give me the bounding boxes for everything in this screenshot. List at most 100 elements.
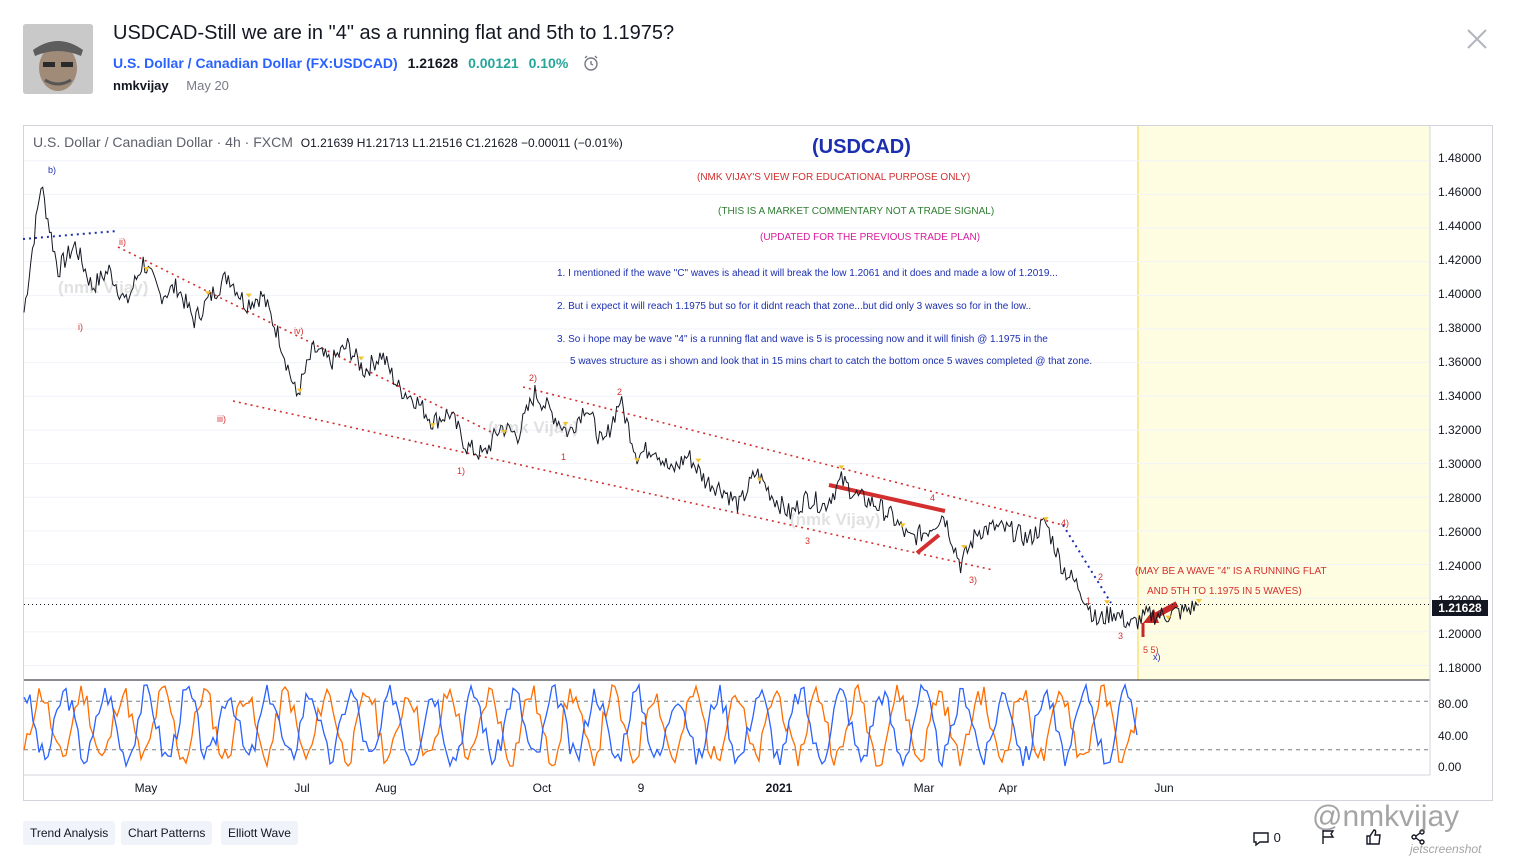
close-icon[interactable] <box>1462 24 1492 54</box>
wave-label: b) <box>48 165 57 175</box>
wave-label: iii) <box>217 414 226 424</box>
annotation-point-1: 1. I mentioned if the wave "C" waves is … <box>557 268 1058 279</box>
y-tick-label: 1.42000 <box>1438 253 1482 267</box>
annotation-right-2: AND 5TH TO 1.1975 IN 5 WAVES) <box>1147 586 1302 597</box>
annotation-disclaimer: (NMK VIJAY'S VIEW FOR EDUCATIONAL PURPOS… <box>697 172 971 183</box>
y-tick-label: 1.32000 <box>1438 423 1482 437</box>
indicator-marker <box>562 421 569 426</box>
symbol-change-pct: 0.10% <box>528 55 569 72</box>
x-tick-label: 2021 <box>765 781 793 795</box>
symbol-name-link[interactable]: U.S. Dollar / Canadian Dollar <box>113 55 303 72</box>
stoch-d-line <box>23 683 1138 769</box>
share-icon[interactable] <box>1409 828 1427 846</box>
y-tick-label: 1.30000 <box>1438 457 1482 471</box>
wave-label: 2 <box>1098 572 1104 582</box>
symbol-line: U.S. Dollar / Canadian Dollar (FX:USDCAD… <box>113 54 600 75</box>
wave-label: ii) <box>119 237 126 247</box>
comments-count: 0 <box>1273 830 1281 845</box>
wave-label: 1 <box>561 452 567 462</box>
annotation-point-3a: 3. So i hope may be wave "4" is a runnin… <box>557 334 1048 345</box>
indicator-marker <box>1196 598 1202 603</box>
tag-trend-analysis[interactable]: Trend Analysis <box>23 821 116 845</box>
chart-canvas[interactable] <box>23 125 1493 801</box>
y-tick-label: 1.44000 <box>1438 219 1482 233</box>
y-tick-label: 1.28000 <box>1438 491 1482 505</box>
b-dotted-line <box>23 230 118 240</box>
y-tick-label: 1.36000 <box>1438 355 1482 369</box>
indicator-marker <box>296 388 303 393</box>
indicator-marker <box>1165 615 1172 620</box>
indicator-marker <box>1104 600 1111 605</box>
y-tick-label: 1.48000 <box>1438 151 1482 165</box>
wave-label: i) <box>78 322 83 332</box>
y-tick-label: 1.46000 <box>1438 185 1482 199</box>
annotation-point-2: 2. But i expect it will reach 1.1975 but… <box>557 301 1032 312</box>
author-name[interactable]: nmkvijay <box>113 78 169 93</box>
x-dotted-line <box>1062 524 1112 604</box>
indicator-marker <box>204 291 211 296</box>
wave-label: 4 <box>930 493 936 503</box>
flag-icon[interactable] <box>1320 828 1338 846</box>
chart-legend: U.S. Dollar / Canadian Dollar · 4h · FXC… <box>33 134 623 150</box>
overlay-handle-watermark: @nmkvijay <box>1312 800 1460 833</box>
y-tick-label: 1.38000 <box>1438 321 1482 335</box>
wave-label: 2) <box>529 373 538 383</box>
x-tick-label: Jun <box>1154 781 1174 795</box>
lower-channel-line <box>232 400 994 571</box>
y-tick-label: 1.34000 <box>1438 389 1482 403</box>
flat-top-line <box>828 483 946 513</box>
overlay-site-watermark: jetscreenshot <box>1410 842 1482 856</box>
wave-label: 1) <box>457 466 466 476</box>
wave-label: 3 <box>1118 631 1124 641</box>
y-tick-label: 1.40000 <box>1438 287 1482 301</box>
chart-watermark: (nmk Vijay) <box>488 418 579 437</box>
alarm-clock-icon[interactable] <box>582 54 600 75</box>
indicator-marker <box>634 458 641 463</box>
indicator-marker <box>899 523 906 528</box>
wave-label: 1 <box>1086 596 1092 606</box>
y-tick-label: 1.20000 <box>1438 627 1482 641</box>
chart-frame[interactable] <box>23 125 1493 801</box>
wave-label: 3 <box>805 536 811 546</box>
symbol-change: 0.00121 <box>468 55 519 72</box>
annotation-updated: (UPDATED FOR THE PREVIOUS TRADE PLAN) <box>760 232 981 243</box>
legend-title[interactable]: U.S. Dollar / Canadian Dollar · 4h · FXC… <box>33 134 293 150</box>
indicator-marker <box>143 267 150 272</box>
like-icon[interactable] <box>1364 828 1382 846</box>
y-tick-label: 1.24000 <box>1438 559 1482 573</box>
annotation-point-3b: 5 waves structure as i shown and look th… <box>570 356 1093 367</box>
legend-ohlc: O1.21639 H1.21713 L1.21516 C1.21628 −0.0… <box>300 136 623 150</box>
annotation-commentary: (THIS IS A MARKET COMMENTARY NOT A TRADE… <box>718 206 995 217</box>
wave-label: 5 5) <box>1143 645 1159 655</box>
comment-icon <box>1253 831 1269 846</box>
post-header: USDCAD-Still we are in "4" as a running … <box>0 0 1518 118</box>
tag-chart-patterns[interactable]: Chart Patterns <box>121 821 213 845</box>
indicator-marker <box>756 477 763 482</box>
trend-lines <box>23 230 1179 637</box>
price-line <box>23 186 1200 630</box>
indicator-marker <box>358 356 365 361</box>
tag-elliott-wave[interactable]: Elliott Wave <box>221 821 298 845</box>
chart-grid <box>24 160 1430 667</box>
comments-button[interactable]: 0 <box>1252 830 1281 847</box>
last-price-tag: 1.21628 <box>1432 600 1488 616</box>
indicator-marker <box>1042 517 1049 522</box>
chart-watermark: (nmk Vijay) <box>790 510 881 529</box>
footer-actions <box>1320 828 1427 851</box>
wave-label: 3) <box>969 575 978 585</box>
annotation-title: (USDCAD) <box>812 136 911 158</box>
symbol-code-link[interactable]: (FX:USDCAD) <box>305 55 398 72</box>
annotation-right-1: (MAY BE A WAVE "4" IS A RUNNING FLAT <box>1135 566 1327 577</box>
upper-trend-line-1 <box>117 246 494 434</box>
y-tick-label: 1.26000 <box>1438 525 1482 539</box>
y-tick-label: 1.18000 <box>1438 661 1482 675</box>
wave-label: x) <box>1153 652 1161 662</box>
author-avatar[interactable] <box>23 24 93 94</box>
symbol-price: 1.21628 <box>407 55 459 72</box>
x-tick-label: Mar <box>913 781 935 795</box>
indicator-marker <box>838 465 845 470</box>
stochastic-oscillator <box>23 682 1430 769</box>
osc-tick-label: 40.00 <box>1438 729 1469 743</box>
post-date: May 20 <box>186 78 229 93</box>
osc-tick-label: 80.00 <box>1438 697 1469 711</box>
